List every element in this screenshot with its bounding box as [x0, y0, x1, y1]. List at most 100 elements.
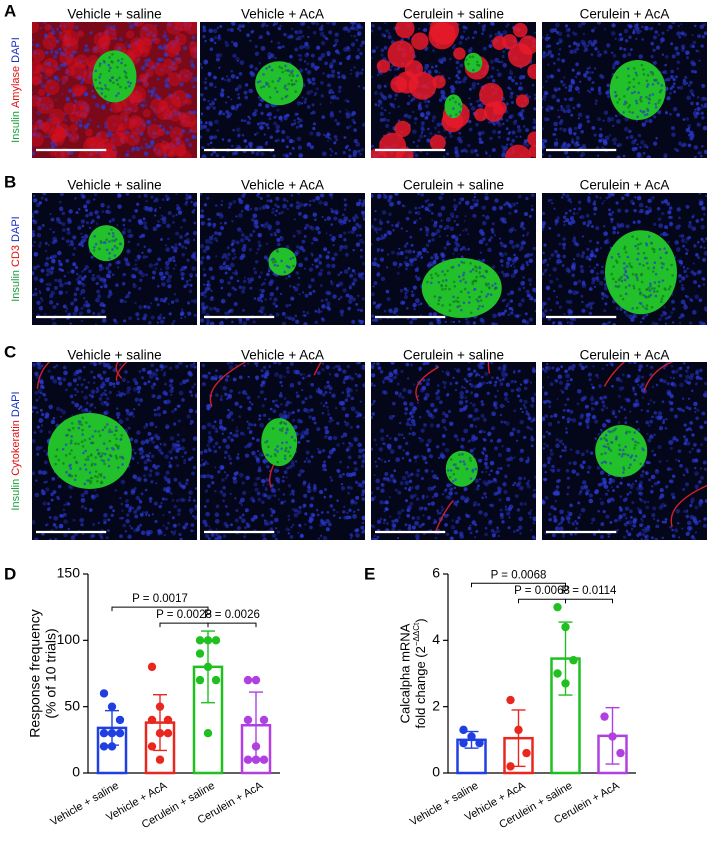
nucleus [32, 120, 34, 124]
islet-cell [628, 104, 632, 107]
nucleus [355, 242, 361, 247]
nucleus [61, 81, 66, 85]
nucleus [428, 321, 434, 325]
nucleus [563, 220, 566, 223]
nucleus [97, 521, 100, 525]
nucleus [46, 118, 52, 123]
islet-cell [610, 255, 614, 259]
nucleus [217, 36, 222, 41]
nucleus [328, 136, 331, 140]
nucleus [378, 218, 382, 222]
islet-cell [449, 114, 452, 118]
nucleus [91, 494, 96, 500]
nucleus [703, 246, 706, 250]
nucleus [440, 219, 443, 222]
nucleus [572, 106, 576, 110]
nucleus [542, 311, 545, 316]
nucleus [103, 121, 108, 126]
nucleus [682, 266, 686, 269]
islet-cell [111, 53, 114, 56]
amylase-blob [505, 144, 532, 158]
nucleus [72, 311, 78, 316]
nucleus [265, 205, 270, 209]
nucleus [691, 215, 694, 219]
nucleus [138, 286, 142, 291]
nucleus [651, 196, 655, 200]
nucleus [452, 320, 456, 324]
nucleus [32, 232, 36, 238]
islet-cell [119, 85, 122, 89]
nucleus [160, 238, 163, 241]
nucleus [33, 126, 38, 131]
nucleus [157, 150, 162, 155]
nucleus [91, 143, 96, 148]
nucleus [205, 105, 211, 111]
nucleus [343, 208, 347, 211]
nucleus [79, 517, 85, 523]
nucleus [254, 206, 259, 212]
nucleus [696, 270, 701, 275]
nucleus [204, 77, 208, 81]
nucleus [81, 224, 85, 228]
nucleus [566, 33, 571, 38]
nucleus [192, 85, 196, 89]
nucleus [547, 199, 551, 203]
nucleus [78, 311, 84, 316]
nucleus [229, 276, 234, 280]
nucleus [677, 86, 680, 89]
nucleus [32, 244, 35, 248]
nucleus [252, 320, 256, 324]
nucleus [359, 152, 362, 156]
nucleus [207, 287, 211, 291]
nucleus [600, 75, 605, 80]
nucleus [298, 211, 302, 216]
nucleus [603, 309, 607, 313]
islet-cell [96, 86, 99, 90]
nucleus [469, 46, 473, 50]
nucleus [509, 69, 512, 72]
nucleus [230, 74, 236, 79]
nucleus [145, 104, 148, 107]
nucleus [177, 141, 181, 145]
panel-title: Cerulein + saline [403, 7, 504, 22]
nucleus [315, 264, 319, 269]
nucleus [125, 261, 130, 267]
nucleus [167, 211, 172, 215]
nucleus [678, 316, 682, 319]
nucleus [56, 66, 61, 71]
nucleus [154, 297, 159, 302]
nucleus [143, 225, 148, 230]
nucleus [593, 133, 597, 137]
stain-label: InsulinCD3DAPI [10, 216, 22, 302]
nucleus [665, 226, 669, 230]
islet-cell [108, 251, 111, 255]
nucleus [343, 198, 347, 202]
nucleus [161, 282, 166, 287]
acinar [129, 114, 142, 128]
nucleus [71, 110, 74, 113]
nucleus [682, 118, 686, 121]
amylase-blob [408, 72, 437, 100]
nucleus [581, 281, 586, 286]
nucleus [652, 48, 656, 52]
nucleus [153, 200, 156, 203]
nucleus [338, 218, 343, 224]
nucleus [672, 106, 678, 112]
nucleus [192, 436, 197, 441]
nucleus [134, 301, 137, 305]
nucleus [553, 62, 556, 65]
nucleus [204, 86, 208, 90]
nucleus [267, 224, 272, 230]
nucleus [173, 523, 178, 528]
nucleus [224, 78, 227, 82]
nucleus [655, 137, 658, 140]
nucleus [208, 307, 213, 311]
nucleus [666, 28, 669, 32]
nucleus [117, 46, 122, 51]
nucleus [700, 97, 706, 102]
islet-cell [657, 101, 660, 104]
nucleus [181, 438, 186, 442]
nucleus [124, 491, 128, 495]
nucleus [413, 121, 417, 125]
nucleus [686, 295, 689, 299]
